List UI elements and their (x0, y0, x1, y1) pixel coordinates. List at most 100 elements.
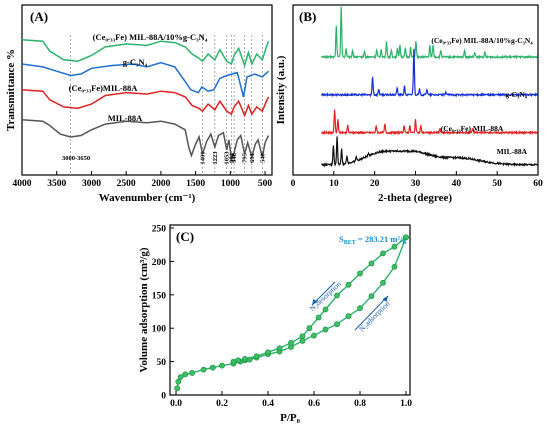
peak-label: 795 (242, 152, 249, 163)
panel-a-ylabel: Transmittance % (5, 49, 17, 131)
x-tick-label: 40 (452, 179, 462, 189)
isotherm-point (391, 243, 398, 250)
isotherm-point (334, 292, 340, 299)
x-tick-label: 1500 (186, 179, 205, 189)
isotherm-point (288, 339, 294, 346)
x-tick-label: 0.8 (354, 399, 366, 409)
isotherm-point (219, 362, 225, 369)
x-tick-label: 0 (291, 179, 296, 189)
panel-c-ylabel: Volume adsorption (cm³/g) (138, 247, 150, 372)
isotherm-point (175, 378, 182, 385)
y-tick-label: 100 (152, 325, 167, 335)
isotherm-point (357, 305, 363, 312)
isotherm-point (403, 234, 409, 241)
peak-label: 1053 (224, 151, 231, 165)
series-label: (Ce₀.₃₃Fe) MIL-88A (441, 124, 504, 133)
y-tick-label: 50 (157, 358, 167, 368)
series-label: (Ce₀.₃₃Fe) MIL-88A/10%g-C₃N₄ (431, 36, 533, 45)
isotherm-point (182, 371, 189, 378)
x-tick-label: 0.4 (262, 399, 274, 409)
x-tick-label: 3000 (82, 179, 101, 189)
bet-label: S (339, 234, 344, 244)
x-tick-label: 2000 (151, 179, 170, 189)
adsorption-arrow (354, 295, 389, 331)
isotherm-point (177, 374, 184, 380)
panel-c-xlabel: P/P₀ (280, 412, 300, 424)
series-label: MIL-88A (497, 147, 528, 156)
peak-label: 946 (231, 152, 238, 163)
isotherm-point (209, 364, 216, 371)
isotherm-point (391, 263, 398, 270)
xrd-series-line (321, 109, 539, 136)
panel-b-xlabel: 2-theta (degree) (378, 192, 452, 204)
panel-b-ylabel: Intensity (a.u.) (275, 55, 287, 124)
ftir-series-line (21, 38, 270, 68)
series-label: (Ce₀.₃₃Fe)MIL-88A (69, 83, 139, 93)
isotherm-point (200, 366, 207, 373)
isotherm-point (265, 349, 271, 356)
panel-a-x-ticks: 4000 3500 3000 2500 2000 1500 1000 500 (13, 171, 273, 189)
panel-a-series (21, 38, 270, 162)
x-tick-label: 50 (492, 179, 502, 189)
isotherm-point (242, 356, 248, 362)
panel-a-letter: (A) (30, 9, 48, 24)
bet-annotation: SBET = 283.21 m²/g (339, 234, 407, 246)
bet-subscript: BET (344, 240, 356, 246)
panel-c-frame (169, 224, 411, 396)
series-label: (Ce₀.₃₃Fe) MIL-88A/10%g-C₃N₄ (93, 32, 208, 42)
x-tick-label: 1000 (221, 179, 240, 189)
bet-value: = 283.21 m²/g (356, 234, 408, 244)
peak-label: 1223 (212, 151, 219, 165)
band-annotation: 3000-3650 (62, 155, 90, 162)
x-tick-label: 4000 (13, 179, 32, 189)
isotherm-point (345, 281, 352, 288)
isotherm-point (253, 353, 260, 360)
isotherm-point (311, 332, 317, 339)
x-tick-label: 60 (533, 179, 543, 189)
isotherm-point (174, 385, 181, 392)
ftir-series-line (21, 119, 270, 162)
x-tick-label: 3500 (47, 179, 66, 189)
isotherm-point (380, 279, 386, 286)
panel-a-labels: (Ce₀.₃₃Fe) MIL-88A/10%g-C₃N₄ g-C₃N₄ (Ce₀.₃… (69, 32, 208, 123)
series-label: MIL-88A (108, 113, 143, 123)
isotherm-point (357, 270, 363, 277)
isotherm-point (322, 306, 329, 313)
panel-a-reference-lines (70, 35, 263, 173)
panel-b-letter: (B) (299, 9, 316, 24)
series-label: g-C₃N₄ (505, 90, 527, 99)
isotherm-point (380, 250, 386, 257)
isotherm-point (368, 260, 375, 267)
isotherm-point (230, 358, 237, 365)
peak-label: 691 (249, 153, 256, 163)
ftir-series-line (21, 89, 270, 118)
isotherm-point (322, 326, 329, 333)
isotherm-point (368, 293, 375, 300)
x-tick-label: 10 (329, 179, 339, 189)
desorption-arrowhead (312, 299, 318, 305)
adsorption-label: N₂adsorption (357, 299, 392, 334)
x-tick-label: 20 (370, 179, 380, 189)
x-tick-label: 0.2 (216, 399, 228, 409)
isotherm-point (334, 321, 340, 328)
y-tick-label: 250 (152, 225, 167, 235)
panel-c-series (174, 234, 409, 392)
peak-label: 540 (259, 153, 266, 163)
isotherm-point (315, 314, 322, 321)
x-tick-label: 0.0 (170, 399, 182, 409)
isotherm-point (345, 313, 352, 320)
adsorption-arrowhead (382, 296, 388, 302)
peak-label: 1401 (199, 152, 206, 165)
panel-b: 0 10 20 30 40 50 60 (Ce₀.₃₃Fe) MIL-88A/10%g-C₃… (275, 4, 543, 204)
peak-label: 984 (228, 152, 235, 163)
panel-c-ticks: 0.0 0.2 0.4 0.6 0.8 1.0 0 50 100 150 200 250 (152, 225, 412, 410)
x-tick-label: 500 (258, 179, 273, 189)
xrd-series-line (321, 136, 538, 168)
panel-b-x-ticks: 0 10 20 30 40 50 60 (291, 171, 543, 189)
x-tick-label: 30 (411, 179, 421, 189)
x-tick-label: 2500 (117, 179, 136, 189)
isotherm-point (299, 333, 306, 340)
